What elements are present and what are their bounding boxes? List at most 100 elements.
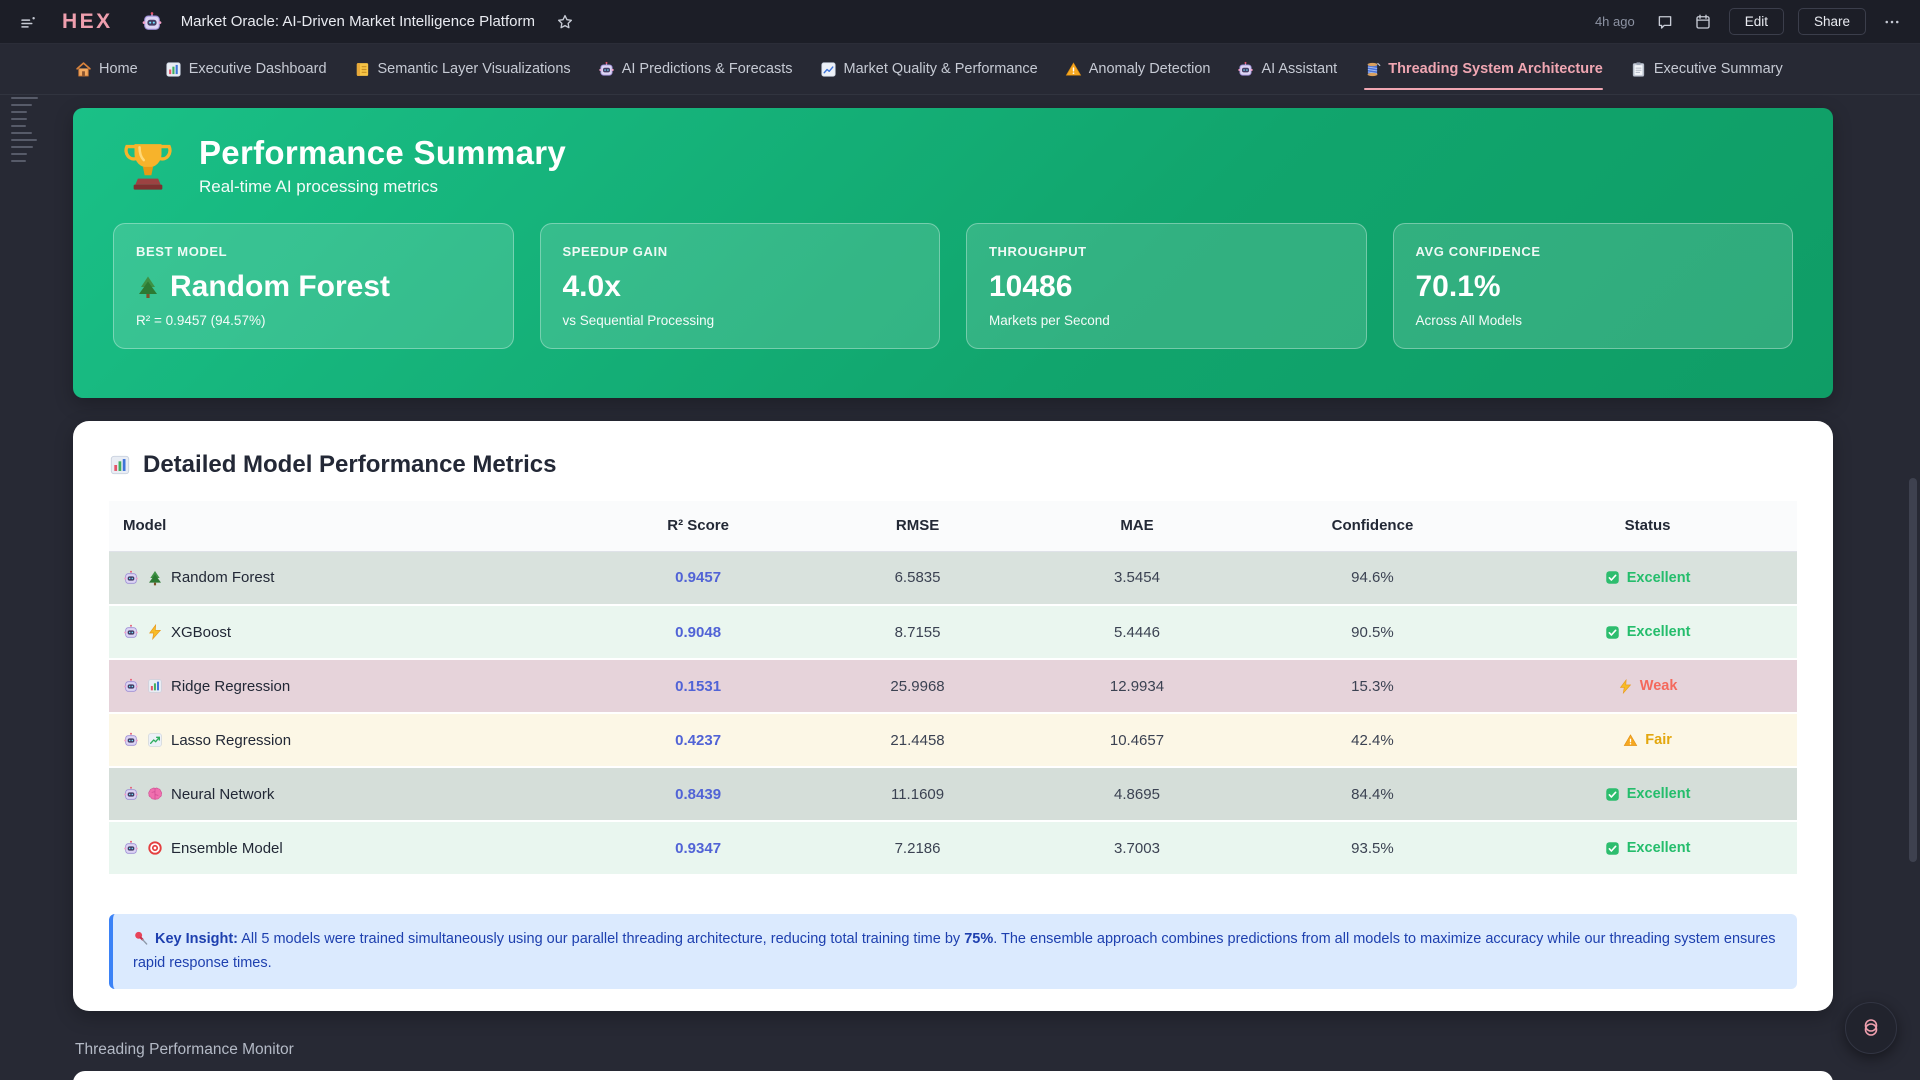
check-icon: [1605, 570, 1620, 585]
status-badge: Fair: [1498, 732, 1797, 748]
summary-subtitle: Real-time AI processing metrics: [199, 177, 439, 196]
scrollbar-thumb[interactable]: [1909, 478, 1917, 862]
mae-value: 3.5454: [1114, 569, 1160, 587]
rmse-value: 11.1609: [890, 785, 945, 803]
column-header-status: Status: [1498, 501, 1797, 552]
outline-line: [11, 118, 27, 120]
home-icon: [75, 61, 92, 78]
tab-executive-dashboard[interactable]: Executive Dashboard: [165, 44, 327, 94]
tab-home[interactable]: Home: [75, 44, 138, 94]
pin-icon: [133, 930, 149, 946]
mini-bars-icon: [147, 678, 163, 694]
tab-label: Executive Dashboard: [188, 61, 327, 77]
confidence-value: 42.4%: [1351, 731, 1394, 749]
model-performance-table: Model R² Score RMSE MAE Confidence Status Ran…: [109, 501, 1797, 876]
insight-text-2: . The ensemble approach combines predict…: [133, 931, 1776, 972]
share-button[interactable]: Share: [1797, 8, 1866, 35]
outline-line: [11, 111, 27, 113]
tab-executive-summary[interactable]: Executive Summary: [1630, 44, 1783, 94]
column-header-model: Model: [109, 501, 589, 552]
r2-score-value: 0.9347: [675, 839, 722, 857]
tab-label: Threading System Architecture: [1388, 61, 1603, 77]
trophy-icon: [121, 137, 175, 195]
rmse-value: 8.7155: [894, 623, 941, 641]
model-name: Random Forest: [123, 569, 588, 586]
check-icon: [1605, 787, 1620, 802]
key-insight-note: Key Insight: All 5 models were trained s…: [109, 914, 1797, 989]
model-name: Ridge Regression: [123, 678, 588, 695]
status-badge: Excellent: [1498, 624, 1797, 640]
column-header-confidence: Confidence: [1246, 501, 1499, 552]
tab-threading-system-architecture[interactable]: Threading System Architecture: [1364, 44, 1603, 94]
confidence-value: 93.5%: [1351, 839, 1394, 857]
status-badge: Excellent: [1498, 840, 1797, 856]
r2-score-value: 0.9048: [675, 623, 722, 641]
robot-icon: [141, 11, 163, 33]
summary-metric-avg-confidence: AVG CONFIDENCE 70.1% Across All Models: [1392, 223, 1793, 349]
model-name: Lasso Regression: [123, 732, 588, 749]
confidence-value: 15.3%: [1351, 677, 1394, 695]
chart-up-icon: [147, 732, 163, 748]
metric-value: 70.1%: [1415, 270, 1501, 303]
outline-line: [11, 104, 32, 106]
column-header-rmse: RMSE: [807, 501, 1028, 552]
insight-label: Key Insight:: [155, 931, 238, 947]
hex-logo[interactable]: HEX: [62, 9, 113, 33]
tab-ai-assistant[interactable]: AI Assistant: [1237, 44, 1337, 94]
edit-button[interactable]: Edit: [1728, 8, 1784, 35]
metric-sublabel: Markets per Second: [989, 313, 1110, 328]
robot-icon: [123, 678, 139, 694]
table-row-neural-network: Neural Network 0.8439 11.1609 4.8695 84.4% Ex…: [109, 767, 1797, 821]
check-icon: [1605, 625, 1620, 640]
rmse-value: 7.2186: [894, 839, 941, 857]
table-row-lasso-regression: Lasso Regression 0.4237 21.4458 10.4657 42.4…: [109, 713, 1797, 767]
robot-icon: [1237, 61, 1254, 78]
summary-metric-best-model: BEST MODEL Random Forest R² = 0.9457 (94.5…: [113, 223, 514, 349]
robot-icon: [123, 732, 139, 748]
model-name: XGBoost: [123, 624, 588, 641]
model-name: Neural Network: [123, 786, 588, 803]
tab-ai-predictions-forecasts[interactable]: AI Predictions & Forecasts: [598, 44, 793, 94]
bolt-icon: [1618, 678, 1633, 694]
schedule-icon[interactable]: [1691, 10, 1715, 34]
robot-icon: [123, 570, 139, 586]
comments-icon[interactable]: [1653, 10, 1677, 34]
metric-label: BEST MODEL: [136, 244, 228, 259]
rmse-value: 21.4458: [890, 731, 945, 749]
tab-label: Anomaly Detection: [1088, 61, 1211, 77]
tree-icon: [136, 275, 160, 299]
metric-sublabel: R² = 0.9457 (94.57%): [136, 313, 266, 328]
outline-line: [11, 153, 27, 155]
robot-icon: [123, 786, 139, 802]
bolt-icon: [147, 624, 163, 640]
confidence-value: 84.4%: [1351, 785, 1394, 803]
tab-market-quality-performance[interactable]: Market Quality & Performance: [820, 44, 1038, 94]
next-card-peek: [73, 1071, 1833, 1080]
tab-label: AI Assistant: [1261, 61, 1338, 77]
outline-line: [11, 97, 38, 99]
star-icon[interactable]: [553, 10, 577, 34]
confidence-value: 94.6%: [1351, 569, 1394, 587]
metric-value: 4.0x: [562, 270, 621, 303]
tab-anomaly-detection[interactable]: Anomaly Detection: [1065, 44, 1211, 94]
outline-line: [11, 160, 26, 162]
bar-chart-tile-icon: [165, 61, 182, 78]
more-menu-icon[interactable]: [1880, 10, 1904, 34]
robot-icon: [123, 624, 139, 640]
warning-icon: [1065, 61, 1082, 78]
tree-icon: [147, 570, 163, 586]
insight-text: All 5 models were trained simultaneously…: [237, 931, 965, 947]
mae-value: 4.8695: [1114, 785, 1160, 803]
hex-magic-button[interactable]: [1845, 1002, 1897, 1054]
outline-minimap[interactable]: [11, 97, 41, 167]
r2-score-value: 0.9457: [675, 569, 722, 587]
metric-sublabel: vs Sequential Processing: [562, 313, 715, 328]
metric-label: THROUGHPUT: [989, 244, 1087, 259]
robot-icon: [598, 61, 615, 78]
table-row-ensemble-model: Ensemble Model 0.9347 7.2186 3.7003 93.5% Exc…: [109, 821, 1797, 875]
performance-summary-card: Performance Summary Real-time AI process…: [73, 108, 1833, 398]
sidebar-toggle-icon[interactable]: [16, 10, 40, 34]
metric-value: 10486: [989, 270, 1073, 303]
tab-semantic-layer-visualizations[interactable]: Semantic Layer Visualizations: [354, 44, 571, 94]
